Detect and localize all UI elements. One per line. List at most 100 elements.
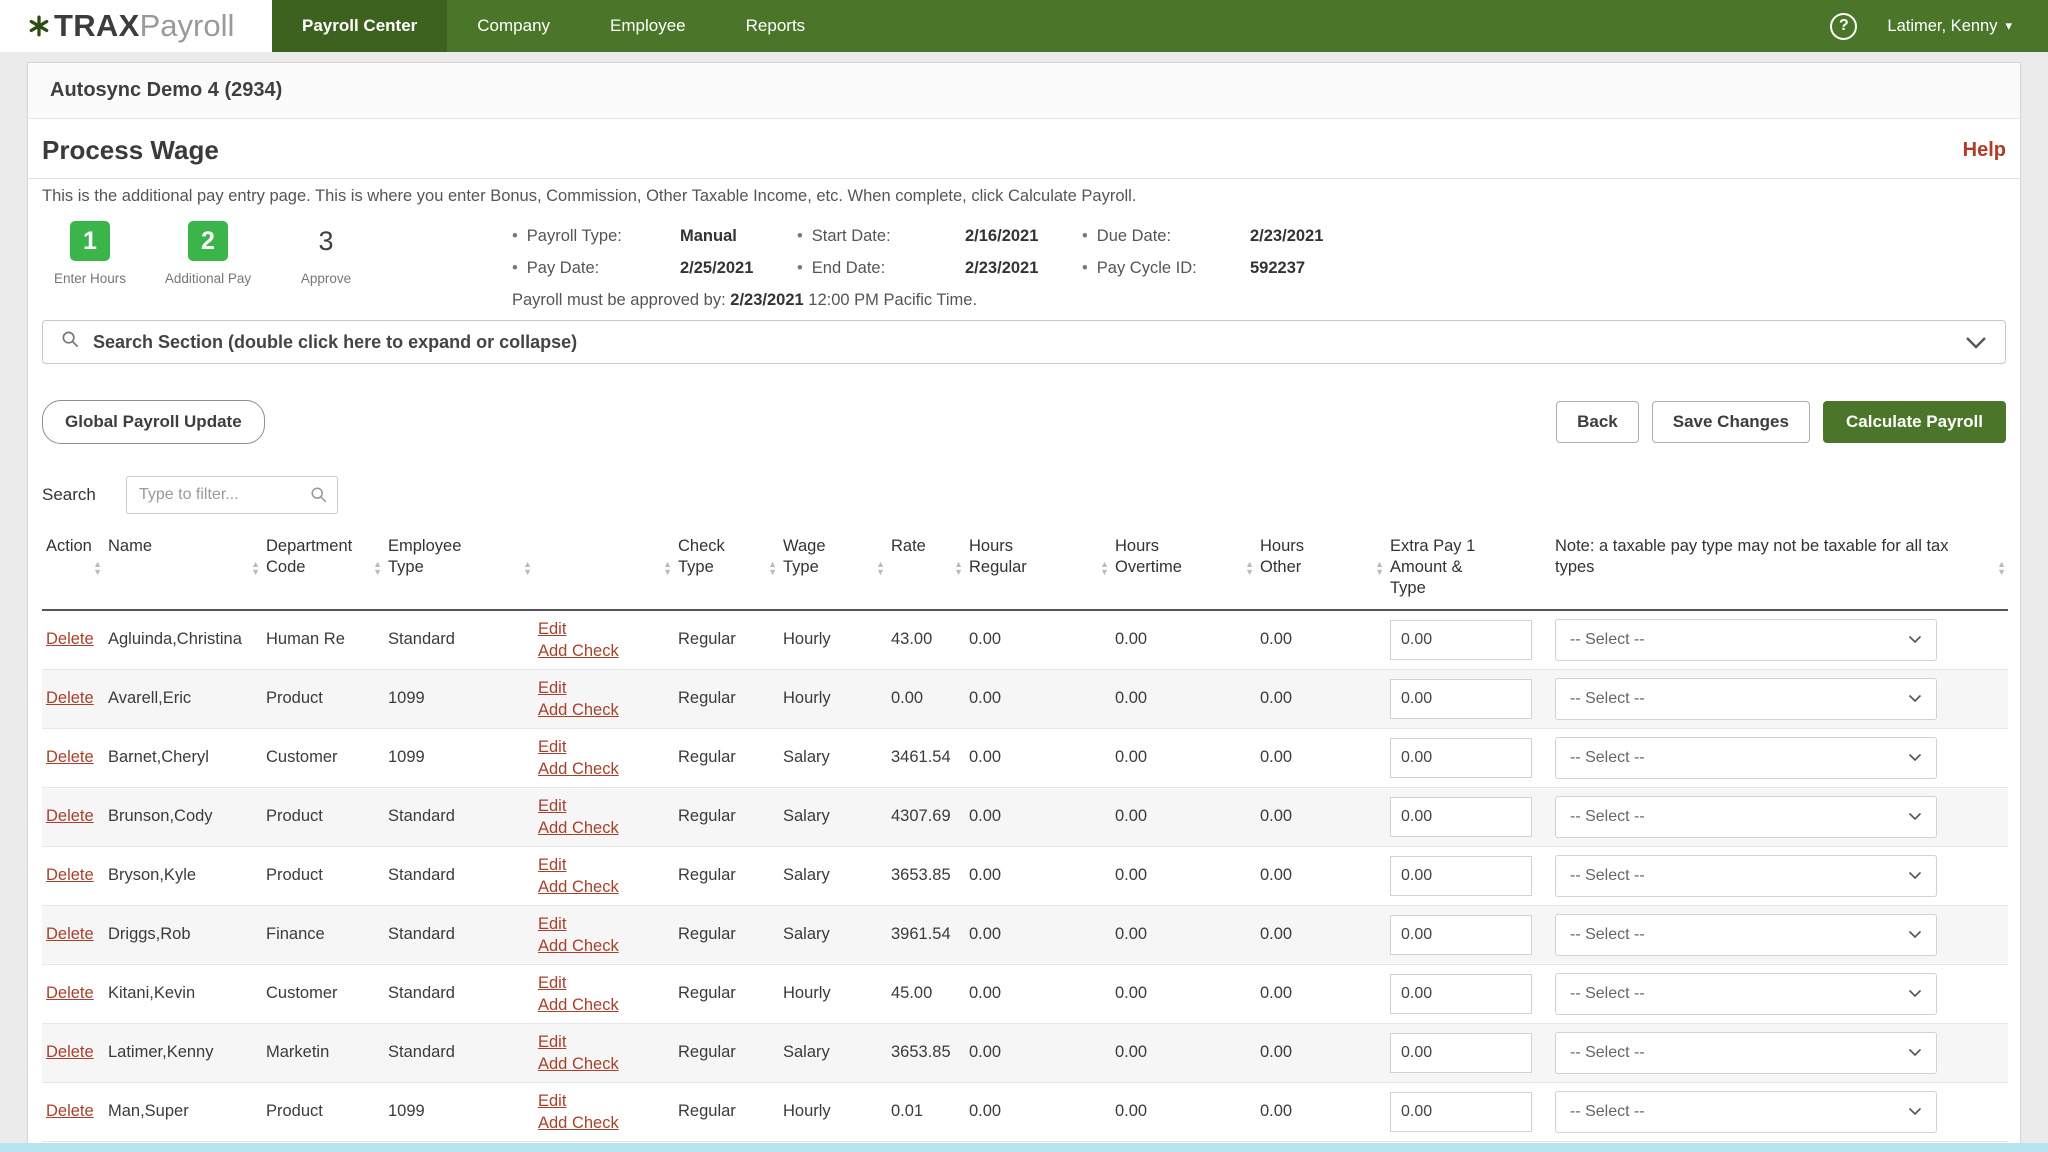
chevron-down-icon[interactable] — [1965, 336, 1987, 349]
extra-pay-input[interactable] — [1390, 1091, 1532, 1132]
edit-link[interactable]: Edit — [538, 619, 567, 638]
hours-regular: 0.00 — [969, 630, 1002, 649]
extra-pay-input[interactable] — [1390, 1032, 1532, 1073]
user-menu[interactable]: Latimer, Kenny ▾ — [1887, 17, 2012, 36]
nav-tab-payroll-center[interactable]: Payroll Center — [272, 0, 448, 52]
sort-icon[interactable]: ▲ ▼ — [1375, 558, 1384, 577]
edit-link[interactable]: Edit — [538, 796, 567, 815]
search-section-toggle[interactable]: Search Section (double click here to exp… — [42, 320, 2006, 364]
sort-icon[interactable]: ▲ ▼ — [663, 558, 672, 577]
sort-icon[interactable]: ▲ ▼ — [1997, 558, 2006, 577]
help-icon[interactable]: ? — [1830, 12, 1858, 40]
step-label-enter-hours: Enter Hours — [53, 271, 127, 286]
column-header[interactable]: Extra Pay 1 Amount & Type — [1390, 537, 1476, 597]
edit-link[interactable]: Edit — [538, 1032, 567, 1051]
hours-other: 0.00 — [1260, 630, 1293, 649]
delete-link[interactable]: Delete — [46, 689, 94, 707]
sort-icon[interactable]: ▲ ▼ — [954, 558, 963, 577]
sort-icon[interactable]: ▲ ▼ — [876, 558, 885, 577]
note-type-select[interactable]: -- Select -- — [1555, 913, 1937, 956]
delete-link[interactable]: Delete — [46, 984, 94, 1002]
nav-tab-company[interactable]: Company — [477, 16, 551, 35]
column-header[interactable]: Note: a taxable pay type may not be taxa… — [1555, 537, 2006, 577]
column-header[interactable]: Hours Overtime ▲ ▼ — [1115, 537, 1254, 577]
step-additional-pay[interactable]: 2 Additional Pay — [160, 221, 256, 310]
sort-icon[interactable]: ▲ ▼ — [523, 558, 532, 577]
add-check-link[interactable]: Add Check — [538, 700, 619, 719]
search-input[interactable] — [126, 476, 338, 514]
edit-link[interactable]: Edit — [538, 973, 567, 992]
note-type-select[interactable]: -- Select -- — [1555, 736, 1937, 779]
note-type-select[interactable]: -- Select -- — [1555, 618, 1937, 661]
column-header[interactable]: Hours Other ▲ ▼ — [1260, 537, 1384, 577]
add-check-link[interactable]: Add Check — [538, 759, 619, 778]
delete-link[interactable]: Delete — [46, 807, 94, 825]
page-description: This is the additional pay entry page. T… — [42, 187, 1137, 205]
add-check-link[interactable]: Add Check — [538, 818, 619, 837]
edit-link[interactable]: Edit — [538, 737, 567, 756]
delete-link[interactable]: Delete — [46, 1043, 94, 1061]
employee-name: Kitani,Kevin — [108, 984, 196, 1002]
note-type-select[interactable]: -- Select -- — [1555, 677, 1937, 720]
edit-link[interactable]: Edit — [538, 678, 567, 697]
column-header[interactable]: Wage Type ▲ ▼ — [783, 537, 885, 577]
column-header[interactable]: Department Code ▲ ▼ — [266, 537, 382, 577]
brand-logo[interactable]: TRAX Payroll — [0, 0, 272, 52]
top-navigation: TRAX Payroll Payroll Center Company Emplo… — [0, 0, 2048, 52]
extra-pay-input[interactable] — [1390, 678, 1532, 719]
delete-link[interactable]: Delete — [46, 925, 94, 943]
edit-link[interactable]: Edit — [538, 1091, 567, 1110]
edit-link[interactable]: Edit — [538, 855, 567, 874]
note-type-select[interactable]: -- Select -- — [1555, 795, 1937, 838]
note-type-select[interactable]: -- Select -- — [1555, 854, 1937, 897]
delete-link[interactable]: Delete — [46, 630, 94, 649]
help-link[interactable]: Help — [1962, 139, 2006, 161]
add-check-link[interactable]: Add Check — [538, 1054, 619, 1073]
add-check-link[interactable]: Add Check — [538, 641, 619, 660]
extra-pay-input[interactable] — [1390, 914, 1532, 955]
table-row: Delete Bryson,Kyle Product Standard Edit… — [42, 846, 2008, 905]
trax-logo-icon — [28, 15, 50, 37]
calculate-payroll-button[interactable]: Calculate Payroll — [1822, 401, 2006, 443]
note-type-select[interactable]: -- Select -- — [1555, 1031, 1937, 1074]
sort-icon[interactable]: ▲ ▼ — [1245, 558, 1254, 577]
sort-icon[interactable]: ▲ ▼ — [768, 558, 777, 577]
department-code: Product — [266, 866, 323, 884]
rate: 3653.85 — [891, 1043, 951, 1061]
sort-icon[interactable]: ▲ ▼ — [93, 558, 102, 577]
column-header[interactable]: Rate ▲ ▼ — [891, 537, 963, 577]
add-check-link[interactable]: Add Check — [538, 995, 619, 1014]
add-check-link[interactable]: Add Check — [538, 1113, 619, 1132]
column-header[interactable]: ▲ ▼ — [534, 526, 674, 610]
back-button[interactable]: Back — [1556, 401, 1639, 443]
add-check-link[interactable]: Add Check — [538, 936, 619, 955]
action-toolbar: Global Payroll Update Back Save Changes … — [42, 400, 2006, 444]
nav-tab-employee[interactable]: Employee — [610, 16, 686, 35]
sort-icon[interactable]: ▲ ▼ — [251, 558, 260, 577]
extra-pay-input[interactable] — [1390, 796, 1532, 837]
global-payroll-update-button[interactable]: Global Payroll Update — [42, 400, 265, 444]
sort-icon[interactable]: ▲ ▼ — [1100, 558, 1109, 577]
edit-link[interactable]: Edit — [538, 914, 567, 933]
add-check-link[interactable]: Add Check — [538, 877, 619, 896]
column-header[interactable]: Action ▲ ▼ — [46, 537, 102, 577]
step-enter-hours[interactable]: 1 Enter Hours — [42, 221, 138, 310]
extra-pay-input[interactable] — [1390, 855, 1532, 896]
note-type-select[interactable]: -- Select -- — [1555, 1090, 1937, 1133]
column-header[interactable]: Hours Regular ▲ ▼ — [969, 537, 1109, 577]
nav-tab-reports[interactable]: Reports — [745, 16, 806, 35]
note-type-select[interactable]: -- Select -- — [1555, 972, 1937, 1015]
sort-icon[interactable]: ▲ ▼ — [373, 558, 382, 577]
extra-pay-input[interactable] — [1390, 619, 1532, 660]
extra-pay-input[interactable] — [1390, 737, 1532, 778]
column-header[interactable]: Employee Type ▲ ▼ — [388, 537, 532, 577]
extra-pay-input[interactable] — [1390, 973, 1532, 1014]
rate: 3961.54 — [891, 925, 951, 943]
step-approve[interactable]: 3 Approve — [278, 221, 374, 310]
save-changes-button[interactable]: Save Changes — [1651, 401, 1810, 443]
delete-link[interactable]: Delete — [46, 866, 94, 884]
column-header[interactable]: Name ▲ ▼ — [108, 537, 260, 577]
delete-link[interactable]: Delete — [46, 1102, 94, 1120]
column-header[interactable]: Check Type ▲ ▼ — [678, 537, 777, 577]
delete-link[interactable]: Delete — [46, 748, 94, 766]
